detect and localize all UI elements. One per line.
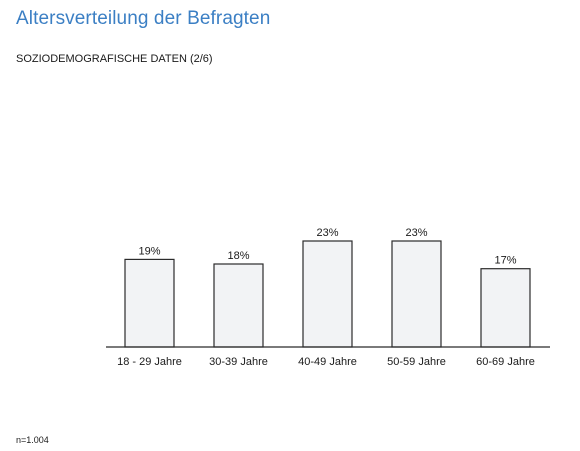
bar-value-label: 23% bbox=[316, 227, 338, 239]
category-label: 18 - 29 Jahre bbox=[117, 356, 182, 368]
category-label: 30-39 Jahre bbox=[209, 356, 268, 368]
bar-2 bbox=[213, 263, 264, 348]
bar-value-label: 19% bbox=[138, 245, 160, 257]
category-label: 60-69 Jahre bbox=[476, 356, 535, 368]
category-label: 40-49 Jahre bbox=[298, 356, 357, 368]
category-label: 50-59 Jahre bbox=[387, 356, 446, 368]
page-subtitle: SOZIODEMOGRAFISCHE DATEN (2/6) bbox=[16, 53, 213, 65]
sample-size-note: n=1.004 bbox=[16, 435, 49, 445]
bar-value-label: 18% bbox=[227, 250, 249, 262]
bar-5 bbox=[480, 268, 531, 348]
bar-value-label: 17% bbox=[494, 255, 516, 267]
bar-3 bbox=[302, 240, 353, 348]
page-title: Altersverteilung der Befragten bbox=[16, 8, 271, 29]
bars-group bbox=[124, 240, 531, 348]
bar-1 bbox=[124, 258, 175, 348]
bar-value-label: 23% bbox=[405, 227, 427, 239]
labels-group: 19% 18 - 29 Jahre 18% 30-39 Jahre 23% 40-49 J… bbox=[117, 227, 535, 368]
bar-4 bbox=[391, 240, 442, 348]
